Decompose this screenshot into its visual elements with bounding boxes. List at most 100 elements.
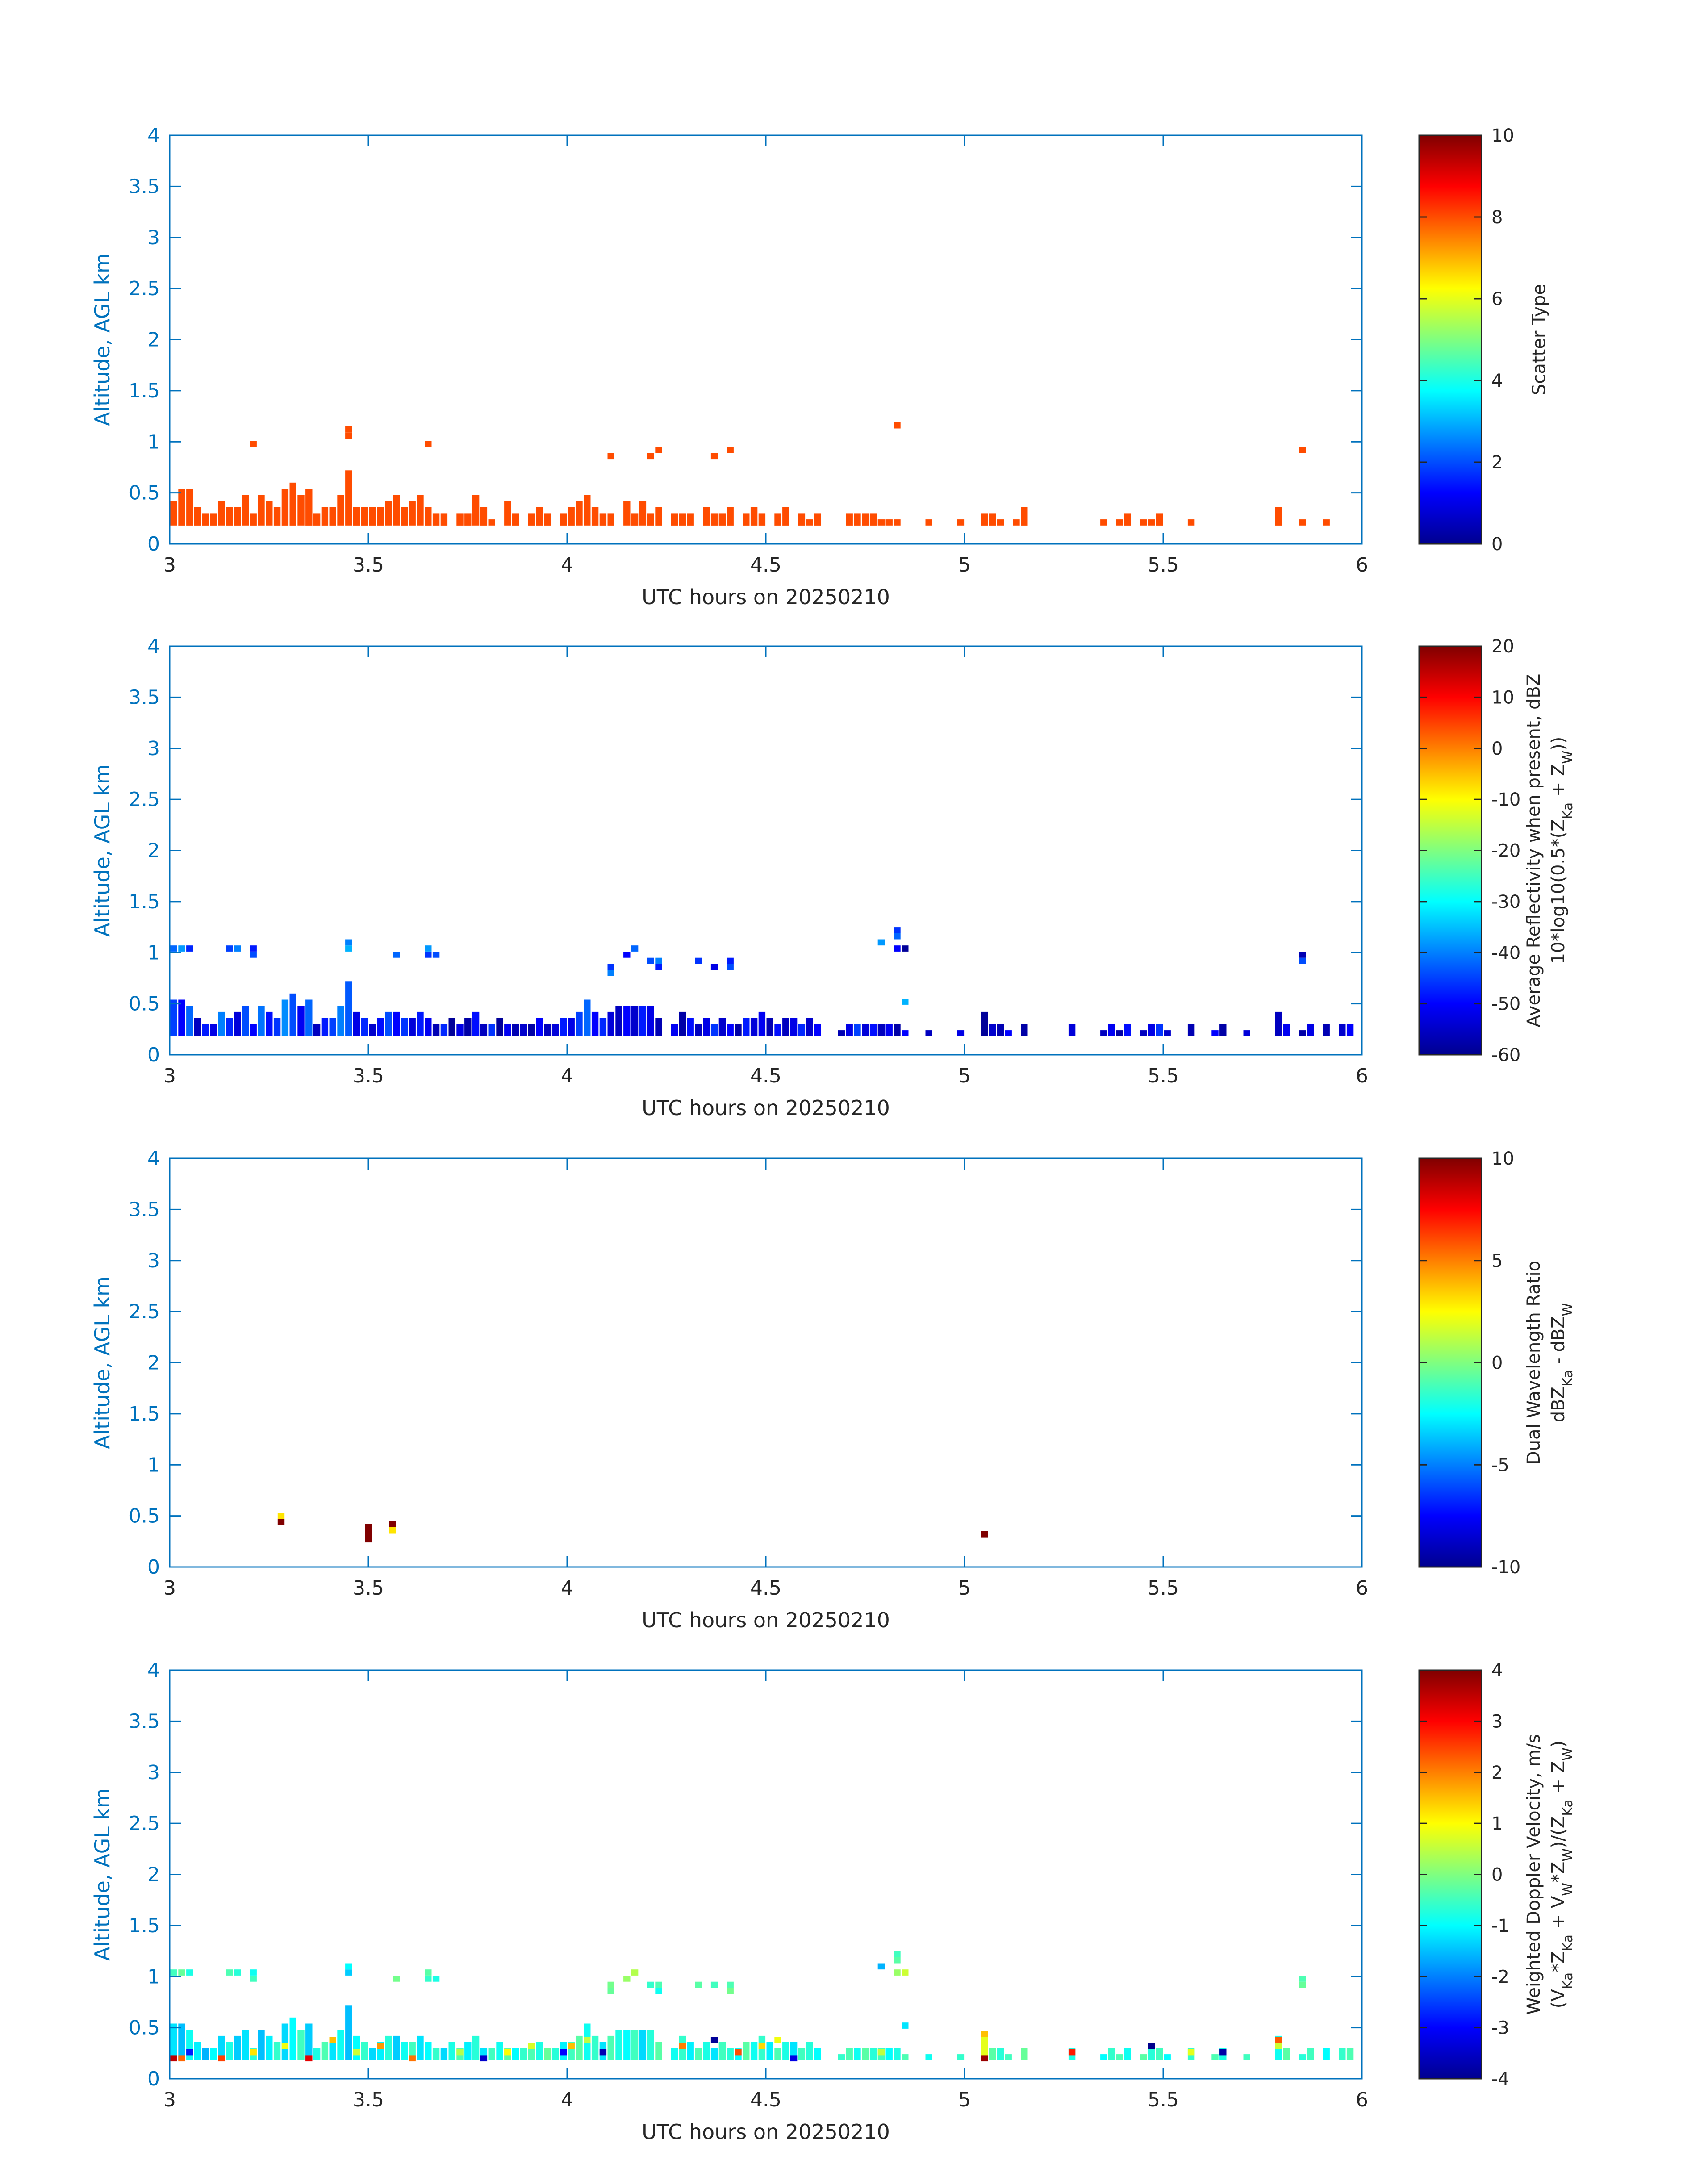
panel-2-column-27 [385,1011,392,1036]
panel-2-column-79 [806,1018,813,1036]
panel-2-column-53 [591,1011,599,1036]
panel-4-column-65 [695,2048,702,2060]
panel-2-column-61 [655,1018,662,1036]
panel-1-colorbar-frame [1418,134,1482,545]
panel-3-colorbar-title: Dual Wavelength Ratio [1524,1261,1544,1465]
panel-2-column-35 [448,1018,455,1036]
panel-2-cell-21 [710,964,718,970]
panel-2-column-112 [1299,1030,1306,1036]
panel-2-column-68 [718,1018,726,1036]
panel-2-column-89 [902,1030,909,1036]
panel-2-column-115 [1339,1024,1346,1036]
panel-4-column-15 [289,2017,296,2060]
panel-1-column-80 [957,519,965,526]
panel-2-cell-16 [631,945,639,952]
panel-4-cell-23 [774,2037,781,2043]
panel-2-column-101 [1124,1024,1131,1036]
panel-2-column-8 [234,1011,241,1036]
panel-4-xtick-label: 6 [1356,2089,1368,2111]
panel-4-column-6 [218,2035,225,2060]
panel-2-column-95 [1005,1030,1012,1036]
panel-1-column-57 [671,513,678,526]
panel-4-column-91 [957,2054,965,2060]
panel-2-column-5 [210,1024,217,1036]
panel-4-cell-41 [345,1969,352,1976]
panel-4-column-95 [1005,2054,1012,2060]
panel-1-column-36 [464,513,472,526]
panel-2-column-48 [551,1024,559,1036]
panel-4-cell-38 [234,1969,241,1976]
panel-1-ytick-label: 3.5 [129,175,160,198]
panel-1-column-30 [409,501,416,526]
panel-3-colorbar-gradient [1419,1158,1482,1567]
panel-4-column-14 [281,2023,289,2060]
panel-1-column-25 [369,507,376,526]
panel-2-ytick-label: 4 [147,635,160,658]
panel-2-column-81 [838,1030,845,1036]
panel-4-cell-15 [560,2049,567,2056]
panel-4-ytick-label: 2 [147,1864,160,1886]
panel-4-ytick-label: 3.5 [129,1710,160,1733]
panel-4-cell-62 [902,1969,909,1976]
panel-1-column-40 [504,501,511,526]
panel-4-cell-20 [710,2037,718,2043]
panel-4-cb-tick-label: -4 [1491,2069,1509,2089]
panel-2-column-2 [186,1006,193,1036]
panel-1-column-83 [997,519,1004,526]
panel-1-column-70 [806,519,813,526]
panel-1-column-91 [1156,513,1163,526]
panel-1-column-81 [981,513,988,526]
panel-1-cb-tick-label: 10 [1491,125,1514,146]
panel-2-column-74 [766,1018,773,1036]
panel-4-cell-65 [1299,1976,1306,1982]
panel-1-column-9 [242,495,249,526]
panel-1-column-45 [560,513,567,526]
panel-4-column-62 [671,2048,678,2060]
panel-4-column-41 [496,2042,503,2060]
panel-2-cells [170,927,1354,1036]
panel-4-column-67 [710,2048,718,2060]
panel-1-column-0 [170,501,177,526]
panel-2-column-9 [242,1006,249,1036]
panel-2-xtick-label: 3 [163,1065,176,1087]
panel-1-column-35 [456,513,464,526]
panel-4-column-4 [202,2048,209,2060]
panel-1-ytick-label: 1 [147,430,160,453]
panel-2-column-10 [250,1024,257,1036]
panel-2-cb-tick-label: 20 [1491,636,1514,657]
panel-2-ytick-label: 3 [147,737,160,760]
panel-4-cell-22 [758,2043,766,2049]
panel-4-column-105 [1164,2054,1171,2060]
panel-2-cb-tick-label: -40 [1491,943,1520,963]
panel-4-column-38 [472,2035,480,2060]
panel-4-cell-27 [981,2031,988,2037]
panel-4-column-99 [1108,2048,1115,2060]
panel-3-cell-4 [981,1531,988,1538]
panel-4-column-31 [417,2035,424,2060]
panel-3-cb-tick-label: 0 [1491,1353,1503,1374]
panel-1-column-72 [846,513,853,526]
panel-4-column-66 [703,2042,710,2060]
panel-2-column-38 [472,1011,480,1036]
panel-2-column-108 [1219,1024,1227,1036]
panel-2-ytick-label: 2.5 [129,788,160,811]
panel-1-column-67 [774,513,781,526]
panel-1-column-69 [798,513,806,526]
panel-1-column-92 [1187,519,1195,526]
panel-2-colorbar-title: Average Reflectivity when present, dBZ [1524,674,1544,1027]
panel-2-column-41 [496,1018,503,1036]
panel-2-column-99 [1108,1024,1115,1036]
panel-2-column-111 [1283,1024,1290,1036]
panel-2-cell-14 [607,964,614,970]
panel-4-column-28 [393,2035,400,2060]
panel-2-column-70 [735,1024,742,1036]
panel-1-column-54 [639,501,647,526]
panel-2-column-110 [1275,1011,1282,1036]
panel-2-column-96 [1021,1024,1028,1036]
panel-1-column-62 [718,513,726,526]
panel-4-ytick-label: 4 [147,1659,160,1682]
panel-1-ytick-label: 2.5 [129,277,160,300]
panel-2-column-83 [854,1024,861,1036]
panel-1-column-20 [329,507,336,526]
panel-4-column-83 [854,2048,861,2060]
